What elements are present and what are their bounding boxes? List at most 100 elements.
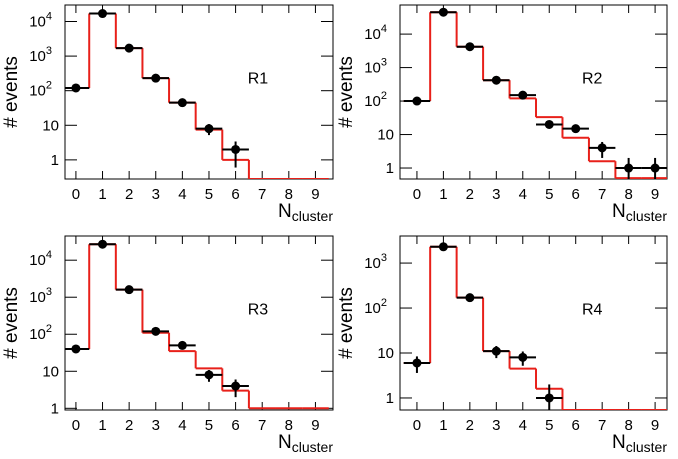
data-point <box>571 124 581 134</box>
data-point <box>544 393 554 403</box>
x-axis-label: Ncluster <box>612 201 667 224</box>
data-point <box>124 43 134 53</box>
data-point <box>650 163 660 173</box>
x-tick-label: 9 <box>311 417 319 434</box>
data-point <box>465 293 475 303</box>
data-point <box>124 285 134 295</box>
y-tick-label: 1 <box>51 152 59 169</box>
tick-exponent: 4 <box>46 11 52 23</box>
y-tick-label: 1 <box>51 400 59 417</box>
y-tick-label: 103 <box>29 286 52 306</box>
plot-frame <box>64 235 334 411</box>
y-axis-label: # events <box>1 56 22 128</box>
tick-exponent: 4 <box>381 23 387 35</box>
tick-exponent: 2 <box>46 80 52 92</box>
x-tick-label: 0 <box>413 186 421 203</box>
x-tick-label: 9 <box>651 417 659 434</box>
data-point <box>624 163 634 173</box>
data-point <box>71 83 81 93</box>
y-tick-label: 1 <box>386 160 394 177</box>
data-points <box>403 7 667 179</box>
y-tick-label: 102 <box>364 90 387 110</box>
y-axis-label: # events <box>336 56 357 128</box>
tick-base: 10 <box>29 48 46 65</box>
x-tick-label: 9 <box>651 186 659 203</box>
x-tick-label: 8 <box>624 186 632 203</box>
y-tick-label: 1 <box>386 390 394 407</box>
panel-label: R1 <box>248 70 269 87</box>
x-axis-label-subscript: cluster <box>626 439 668 455</box>
data-point <box>204 370 214 380</box>
tick-exponent: 3 <box>381 252 387 264</box>
x-tick-label: 3 <box>152 417 160 434</box>
y-tick-label: 10 <box>42 117 59 134</box>
x-tick-label: 5 <box>545 186 553 203</box>
data-point <box>231 144 241 154</box>
data-point <box>438 7 448 17</box>
data-point <box>465 42 475 52</box>
x-tick-label: 1 <box>439 186 447 203</box>
data-point <box>518 90 528 100</box>
x-axis-label: Ncluster <box>278 432 333 455</box>
data-point <box>177 98 187 108</box>
x-tick-label: 2 <box>466 417 474 434</box>
tick-base: 10 <box>29 252 46 269</box>
tick-base: 10 <box>29 14 46 31</box>
y-tick-label: 104 <box>29 249 52 269</box>
x-tick-label: 4 <box>519 417 527 434</box>
x-tick-label: 6 <box>572 186 580 203</box>
x-tick-label: 2 <box>466 186 474 203</box>
x-tick-label: 1 <box>439 417 447 434</box>
panel-label: R4 <box>582 301 603 318</box>
data-point <box>438 242 448 252</box>
tick-exponent: 2 <box>46 323 52 335</box>
data-point <box>412 358 422 368</box>
tick-base: 10 <box>364 60 381 77</box>
data-point <box>71 344 81 354</box>
plot-frame <box>399 235 668 411</box>
y-tick-label: 10 <box>377 345 394 362</box>
data-points <box>403 242 563 410</box>
x-tick-label: 0 <box>72 186 80 203</box>
data-point <box>177 340 187 350</box>
x-axis-label-base: N <box>612 432 626 453</box>
x-tick-label: 4 <box>519 186 527 203</box>
tick-exponent: 4 <box>46 249 52 261</box>
data-point <box>491 75 501 85</box>
data-point <box>518 352 528 362</box>
tick-base: 10 <box>29 326 46 343</box>
x-axis-label: Ncluster <box>612 432 667 455</box>
x-axis-label-base: N <box>612 201 626 222</box>
y-tick-label: 103 <box>364 252 387 272</box>
x-axis-label-subscript: cluster <box>292 439 334 455</box>
tick-base: 10 <box>29 83 46 100</box>
data-point <box>98 239 108 249</box>
tick-base: 10 <box>29 289 46 306</box>
y-tick-label: 102 <box>364 297 387 317</box>
x-tick-label: 4 <box>178 186 186 203</box>
data-point <box>412 96 422 106</box>
y-tick-label: 104 <box>364 23 387 43</box>
x-tick-label: 7 <box>258 417 266 434</box>
y-tick-label: 10 <box>377 127 394 144</box>
y-tick-label: 102 <box>29 80 52 100</box>
x-tick-label: 3 <box>152 186 160 203</box>
tick-base: 10 <box>364 26 381 43</box>
data-points <box>65 9 249 168</box>
x-tick-label: 0 <box>72 417 80 434</box>
x-tick-label: 7 <box>258 186 266 203</box>
model-histogram <box>403 11 667 179</box>
tick-exponent: 2 <box>381 297 387 309</box>
y-tick-label: 104 <box>29 11 52 31</box>
x-tick-label: 3 <box>492 417 500 434</box>
tick-exponent: 3 <box>381 57 387 69</box>
x-axis-label: Ncluster <box>278 201 333 224</box>
x-tick-label: 8 <box>624 417 632 434</box>
x-tick-label: 1 <box>98 417 106 434</box>
x-tick-label: 3 <box>492 186 500 203</box>
y-tick-label: 103 <box>364 57 387 77</box>
